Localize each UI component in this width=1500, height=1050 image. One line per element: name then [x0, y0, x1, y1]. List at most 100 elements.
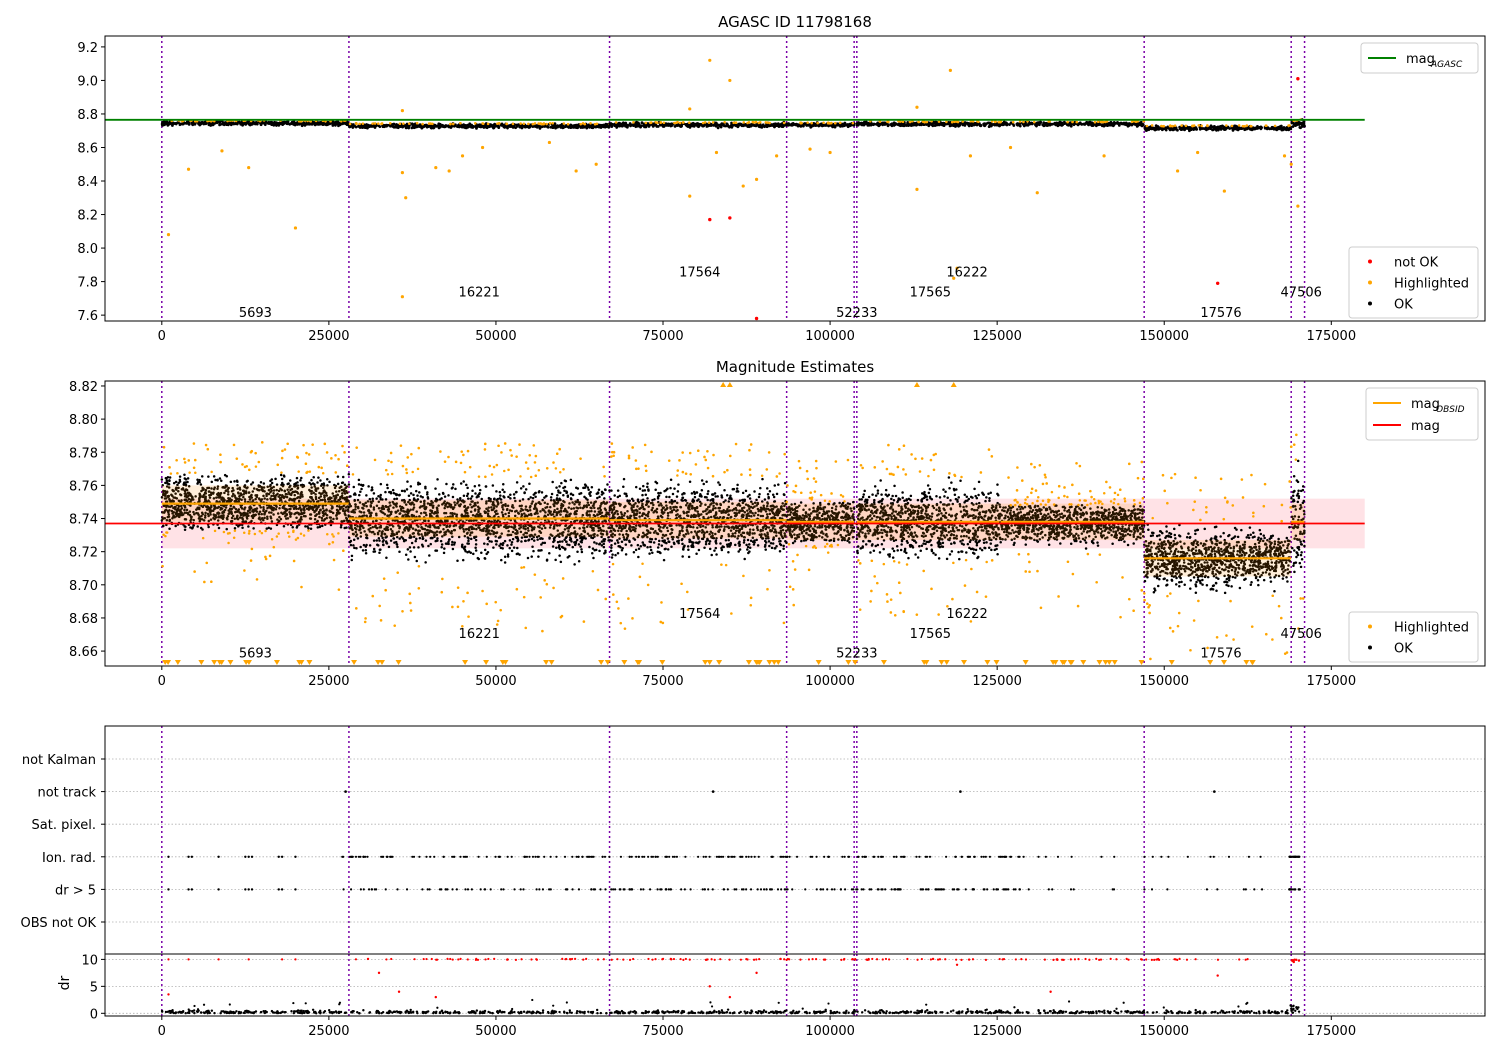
highlighted-point: [331, 533, 334, 536]
ok-point: [171, 122, 175, 126]
highlighted-point: [1197, 124, 1201, 127]
highlighted-point: [168, 466, 171, 469]
ok-point: [414, 489, 418, 493]
highlighted-point: [275, 535, 279, 538]
y-tick-label: 7.6: [77, 309, 98, 324]
highlighted-point: [421, 122, 424, 126]
ok-point: [200, 475, 204, 478]
highlighted-point: [758, 120, 762, 124]
ok-point: [597, 488, 601, 491]
highlighted-point: [746, 121, 749, 125]
ok-point: [555, 486, 558, 489]
ok-point: [296, 481, 299, 484]
ok-point: [978, 124, 982, 127]
highlighted-point: [714, 150, 719, 155]
ok-point: [229, 122, 232, 125]
ok-point: [1211, 128, 1215, 132]
ok-point: [882, 121, 886, 125]
ok-point: [314, 121, 318, 125]
ok-point: [1083, 122, 1086, 126]
ok-point: [310, 478, 313, 482]
ok-point: [475, 127, 478, 130]
highlighted-point: [253, 532, 257, 536]
x-tick-label: 100000: [805, 329, 855, 344]
ok-point: [275, 122, 279, 125]
ok-point: [554, 558, 557, 562]
ok-point: [218, 123, 221, 127]
ok-point: [277, 123, 281, 127]
ok-point: [183, 473, 186, 477]
ok-point: [316, 481, 319, 484]
ok-point: [1044, 122, 1048, 126]
highlighted-point: [851, 121, 855, 125]
ok-point: [451, 540, 454, 544]
ok-point: [540, 125, 544, 129]
ok-point: [216, 478, 219, 482]
y-tick-label: 8.4: [77, 175, 98, 190]
highlighted-point: [449, 122, 452, 126]
highlighted-point: [945, 120, 948, 124]
highlighted-point: [1175, 169, 1180, 173]
ok-point: [470, 123, 473, 127]
highlighted-point: [227, 541, 230, 545]
highlighted-point: [707, 121, 711, 124]
ok-point: [406, 548, 410, 551]
ok-point: [680, 124, 683, 128]
ok-point: [384, 498, 388, 501]
highlighted-point: [1093, 120, 1097, 124]
ok-point: [178, 478, 182, 482]
highlighted-point: [593, 122, 597, 126]
highlighted-point: [292, 529, 295, 532]
ok-point: [510, 549, 514, 553]
ok-point: [1253, 127, 1257, 131]
ok-point: [241, 123, 244, 127]
ok-point: [196, 480, 200, 484]
ok-point: [357, 478, 361, 482]
highlighted-point: [887, 120, 890, 124]
ok-point: [407, 558, 410, 561]
ok-point: [1235, 126, 1239, 130]
ok-point: [259, 481, 263, 484]
x-tick-label: 175000: [1306, 329, 1356, 344]
ok-point: [603, 539, 606, 543]
highlighted-point: [800, 121, 803, 125]
ok-point: [412, 124, 416, 128]
highlighted-point: [192, 442, 196, 445]
ok-point: [535, 125, 539, 129]
ok-point: [398, 550, 401, 554]
highlighted-point: [247, 532, 251, 535]
legend-label-subscript: AGASC: [1430, 60, 1463, 70]
highlighted-point: [1250, 124, 1253, 128]
ok-point: [1117, 123, 1121, 127]
highlighted-point: [1102, 154, 1106, 158]
highlighted-point: [1191, 124, 1194, 128]
ok-point: [168, 479, 171, 483]
ok-point: [168, 476, 172, 479]
highlighted-point: [649, 121, 653, 124]
ok-point: [312, 476, 315, 479]
ok-point: [1114, 121, 1118, 125]
obsid-label: 47506: [1281, 286, 1322, 301]
highlighted-point: [276, 463, 280, 467]
highlighted-point: [337, 588, 341, 591]
x-tick-label: 50000: [475, 329, 516, 344]
ok-point: [270, 123, 274, 126]
not-ok-point: [1215, 281, 1220, 285]
ok-point: [786, 123, 790, 127]
legend-label: not OK: [1394, 256, 1439, 271]
highlighted-point: [490, 473, 494, 476]
highlighted-point: [258, 530, 262, 533]
highlighted-point: [808, 147, 812, 151]
obsid-label: 17576: [1200, 306, 1241, 321]
highlighted-point: [459, 121, 462, 125]
ok-point: [161, 123, 165, 127]
ok-point: [489, 124, 493, 128]
ok-point: [457, 123, 460, 127]
ok-point: [456, 559, 459, 562]
ok-point: [1154, 124, 1158, 128]
ok-point: [559, 560, 563, 564]
highlighted-point: [751, 120, 755, 124]
highlighted-point: [400, 295, 404, 299]
highlighted-point: [682, 121, 685, 124]
highlighted-point: [583, 122, 587, 126]
